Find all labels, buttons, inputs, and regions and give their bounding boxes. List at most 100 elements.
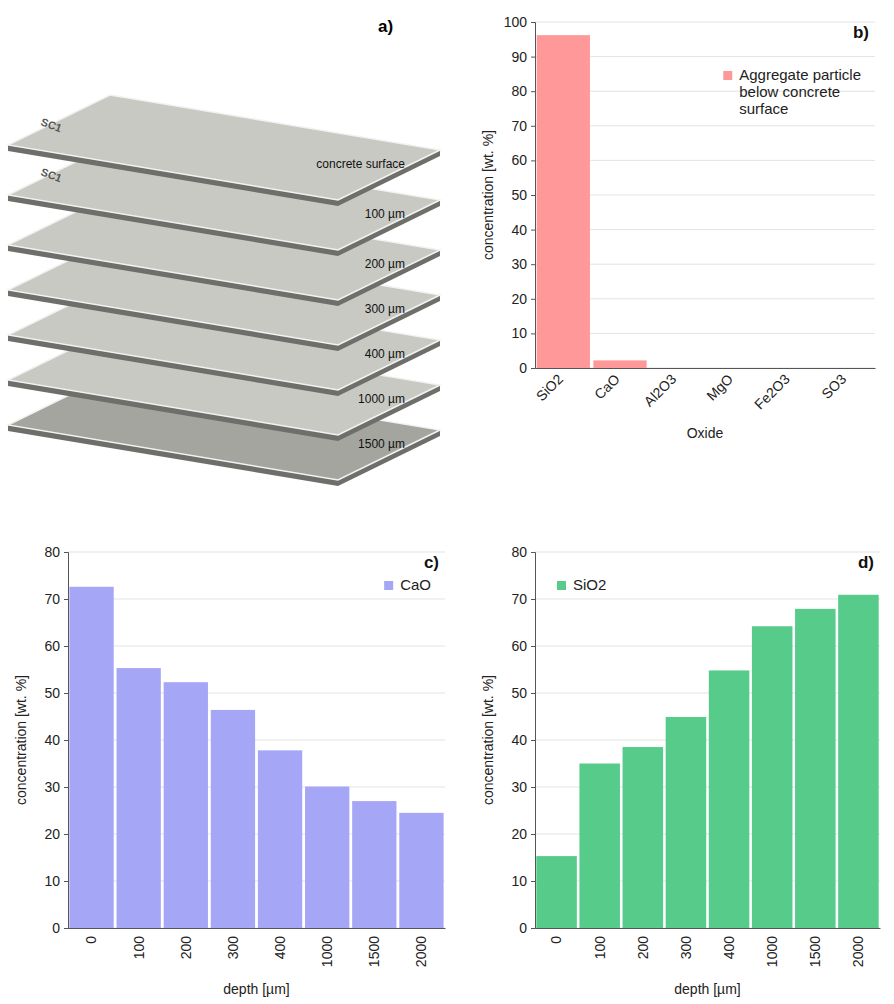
bars	[69, 587, 443, 928]
legend-item: Aggregate particlebelow concretesurface	[723, 66, 861, 117]
tick: 80	[511, 83, 535, 99]
tick: 40	[44, 732, 68, 748]
tick-label: 40	[511, 222, 527, 238]
tick-label: Al2O3	[641, 371, 680, 410]
tick-label: 0	[519, 920, 527, 936]
tick-mark	[64, 787, 68, 788]
tick-label: 1000	[764, 936, 780, 967]
grid-line	[68, 646, 445, 647]
bar	[752, 626, 793, 928]
tick-label: 70	[511, 591, 527, 607]
grid	[535, 552, 880, 928]
bars	[537, 35, 647, 368]
tick: 0	[83, 928, 99, 944]
bar	[211, 710, 255, 928]
tick-mark	[531, 693, 535, 694]
tick: 0	[519, 360, 535, 376]
legend-item: SiO2	[557, 576, 606, 593]
panel-label: a)	[378, 17, 393, 36]
tick-label: 400	[272, 936, 288, 960]
grid	[535, 22, 875, 368]
bar	[795, 609, 836, 928]
tick-label: 70	[44, 591, 60, 607]
tick-mark	[64, 646, 68, 647]
tick-label: 90	[511, 49, 527, 65]
grid-line	[535, 22, 875, 23]
tick-label: 2000	[413, 936, 429, 967]
tick-mark	[531, 552, 535, 553]
legend: CaO	[384, 576, 431, 593]
tick: CaO	[591, 368, 623, 402]
tick: 60	[511, 152, 535, 168]
tick-label: 1500	[807, 936, 823, 967]
tick: 50	[44, 685, 68, 701]
tick-mark	[531, 881, 535, 882]
tick-label: 10	[511, 873, 527, 889]
tick-label: 0	[519, 360, 527, 376]
tick: 40	[511, 222, 535, 238]
tick: 1000	[764, 928, 780, 967]
tick-label: 200	[635, 936, 651, 960]
axis-line	[64, 553, 69, 929]
tick: 50	[511, 685, 535, 701]
tick: 10	[511, 325, 535, 341]
tick-mark	[64, 599, 68, 600]
tick-label: 30	[44, 779, 60, 795]
tick-label: 200	[178, 936, 194, 960]
panel-label: c)	[424, 553, 439, 572]
tick: 60	[44, 638, 68, 654]
bar	[164, 682, 208, 928]
tick-label: 20	[511, 826, 527, 842]
tick: 1500	[366, 928, 382, 967]
chart: 0102030405060708090100SiO2CaOAl2O3MgOFe2…	[480, 14, 876, 441]
tick-mark	[531, 264, 535, 265]
tick: 0	[52, 920, 68, 936]
tick-label: MgO	[703, 371, 736, 404]
tick: 80	[44, 544, 68, 560]
tick-label: 50	[44, 685, 60, 701]
legend-label: Aggregate particlebelow concretesurface	[739, 66, 861, 117]
tick-mark	[531, 160, 535, 161]
tick-label: CaO	[591, 371, 623, 403]
tick-mark	[531, 928, 535, 929]
tick-mark	[64, 834, 68, 835]
tick: 20	[511, 291, 535, 307]
tick-label: 80	[511, 544, 527, 560]
tick-mark	[531, 91, 535, 92]
tick: 0	[548, 928, 564, 944]
tick: 200	[178, 928, 194, 959]
tick: 40	[511, 732, 535, 748]
layer-label: 300 µm	[365, 302, 405, 316]
tick: 1500	[807, 928, 823, 967]
tick-label: 80	[511, 83, 527, 99]
axis-title: Oxide	[687, 425, 724, 441]
panel-label: b)	[853, 23, 869, 42]
axis-title: depth [µm]	[674, 981, 740, 997]
sample-label: SC1	[39, 166, 63, 185]
bar	[666, 717, 707, 928]
tick-label: 100	[592, 936, 608, 960]
tick: 70	[44, 591, 68, 607]
tick-label: 40	[511, 732, 527, 748]
tick-mark	[531, 599, 535, 600]
sample-label: SC1	[39, 116, 63, 135]
tick: 2000	[413, 928, 429, 967]
tick: 90	[511, 49, 535, 65]
tick: 200	[635, 928, 651, 959]
legend-swatch	[723, 71, 732, 80]
tick-label: SO3	[818, 371, 849, 402]
axis-line	[536, 368, 876, 369]
bar	[536, 856, 577, 928]
bar	[709, 670, 750, 928]
grid-line	[68, 552, 445, 553]
tick-mark	[531, 333, 535, 334]
tick-label: 60	[511, 638, 527, 654]
bar	[399, 813, 443, 928]
tick-mark	[531, 834, 535, 835]
tick: 10	[511, 873, 535, 889]
x-axis: 0100200300400100015002000	[536, 928, 881, 967]
tick-mark	[531, 646, 535, 647]
tick: Al2O3	[641, 368, 680, 410]
tick: 1000	[319, 928, 335, 967]
tick-label: 80	[44, 544, 60, 560]
